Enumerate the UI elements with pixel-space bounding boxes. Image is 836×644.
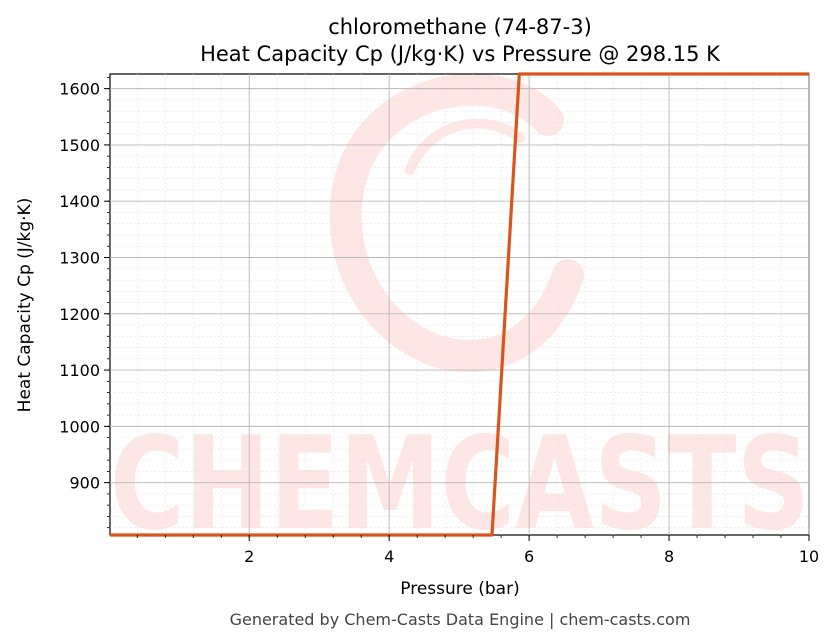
tick-labels: 2 4 6 8 10 900 1000 1100 1200 1300 1400 1500 1600 (59, 80, 819, 566)
y-tick-label: 1200 (59, 305, 100, 324)
x-tick-label: 4 (384, 547, 394, 566)
x-axis-label: Pressure (bar) (400, 579, 519, 599)
x-tick-label: 8 (664, 547, 674, 566)
x-tick-label: 2 (244, 547, 254, 566)
y-tick-label: 1600 (59, 80, 100, 99)
x-tick-label: 10 (799, 547, 819, 566)
watermark: CHEMCASTS (110, 73, 810, 559)
footer-credit: Generated by Chem-Casts Data Engine | ch… (230, 610, 691, 629)
watermark-logo-icon (329, 73, 584, 372)
axis-ticks (104, 76, 810, 541)
y-axis-label: Heat Capacity Cp (J/kg·K) (15, 198, 35, 413)
y-tick-label: 1400 (59, 192, 100, 211)
x-tick-label: 6 (524, 547, 534, 566)
watermark-text: CHEMCASTS (110, 410, 810, 559)
y-tick-label: 900 (69, 474, 100, 493)
series-layer (110, 72, 809, 537)
major-grid (110, 74, 810, 535)
y-tick-label: 1300 (59, 248, 100, 267)
y-tick-label: 1500 (59, 136, 100, 155)
chart-title: chloromethane (74-87-3) (328, 15, 592, 39)
y-tick-label: 1000 (59, 417, 100, 436)
y-tick-label: 1100 (59, 361, 100, 380)
chart-subtitle: Heat Capacity Cp (J/kg·K) vs Pressure @ … (200, 42, 721, 66)
series-line (110, 72, 809, 537)
